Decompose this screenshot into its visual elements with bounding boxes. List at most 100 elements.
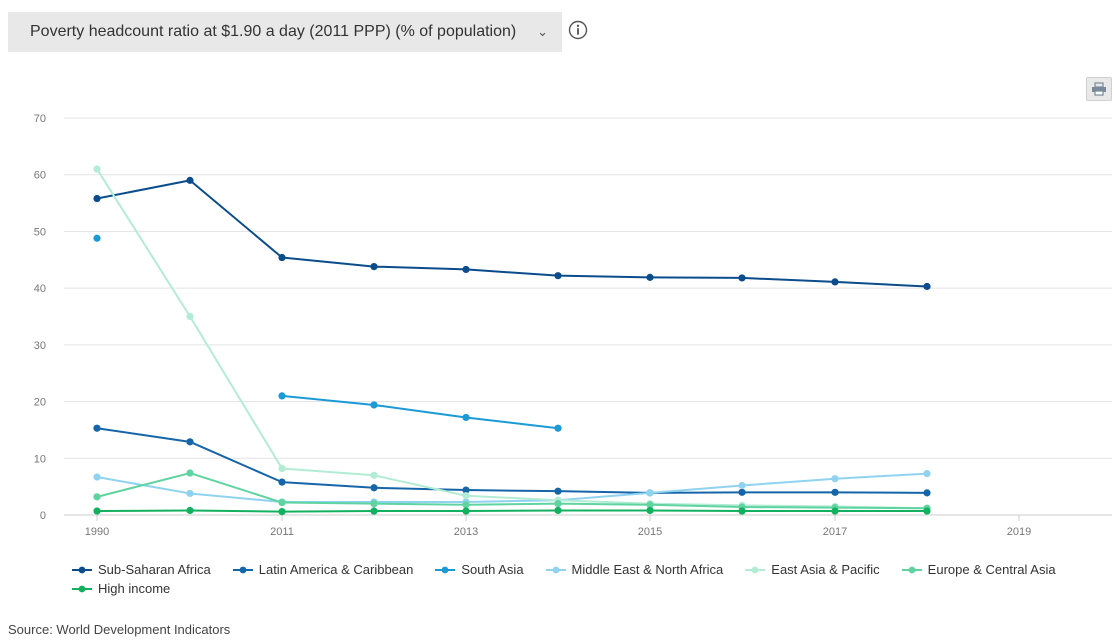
data-point[interactable] (93, 473, 101, 481)
data-point[interactable] (554, 272, 562, 280)
data-point[interactable] (738, 507, 746, 515)
data-point[interactable] (93, 194, 101, 203)
source-note: Source: World Development Indicators (8, 622, 231, 637)
legend-item[interactable]: Sub-Saharan Africa (72, 560, 211, 579)
data-point[interactable] (278, 507, 286, 516)
y-axis: 0 10 20 30 40 50 60 70 (34, 113, 46, 522)
x-tick-label: 2019 (1007, 526, 1031, 538)
indicator-select[interactable]: Poverty headcount ratio at $1.90 a day (… (8, 12, 562, 52)
info-icon[interactable] (568, 20, 588, 40)
legend-label: Middle East & North Africa (571, 562, 724, 577)
legend-label: Latin America & Caribbean (258, 562, 414, 577)
legend-item[interactable]: East Asia & Pacific (745, 560, 880, 579)
data-point[interactable] (370, 500, 378, 508)
legend-item[interactable]: Latin America & Caribbean (232, 560, 414, 579)
data-point[interactable] (831, 278, 839, 286)
data-point[interactable] (923, 469, 931, 478)
data-point[interactable] (462, 492, 470, 500)
data-point[interactable] (462, 413, 470, 422)
data-point[interactable] (186, 469, 194, 477)
data-point[interactable] (831, 488, 839, 496)
y-tick-label: 10 (34, 453, 46, 465)
y-tick-label: 40 (34, 283, 46, 295)
data-point[interactable] (923, 282, 931, 291)
data-point[interactable] (370, 401, 378, 409)
data-point[interactable] (646, 506, 654, 515)
data-point[interactable] (462, 507, 470, 515)
data-point[interactable] (646, 273, 654, 281)
data-point[interactable] (278, 253, 286, 262)
data-point[interactable] (462, 265, 470, 274)
legend-item[interactable]: High income (72, 579, 170, 598)
print-icon (1092, 82, 1106, 96)
data-point[interactable] (738, 488, 746, 496)
y-tick-label: 30 (34, 340, 46, 352)
data-point[interactable] (370, 471, 378, 479)
legend-label: Europe & Central Asia (927, 562, 1056, 577)
data-point[interactable] (278, 478, 286, 486)
y-tick-label: 60 (34, 170, 46, 182)
data-point[interactable] (646, 501, 654, 509)
data-point[interactable] (646, 489, 654, 497)
data-point[interactable] (370, 484, 378, 492)
legend-item[interactable]: Middle East & North Africa (545, 560, 724, 579)
data-point[interactable] (370, 507, 378, 515)
chart-series (93, 165, 931, 516)
series-line (96, 509, 927, 513)
series-line (96, 472, 928, 510)
legend-swatch (901, 566, 922, 573)
legend-label: Sub-Saharan Africa (98, 562, 211, 577)
data-point[interactable] (370, 262, 378, 271)
data-point[interactable] (93, 493, 101, 501)
data-point[interactable] (93, 424, 101, 432)
x-tick-label: 1990 (85, 526, 109, 538)
line-chart: 0 10 20 30 40 50 60 70 1990 2011 2013 2015 2017 2019 (34, 113, 1112, 538)
data-point[interactable] (923, 489, 931, 497)
y-tick-label: 20 (34, 397, 46, 409)
data-point[interactable] (278, 464, 286, 473)
legend-label: High income (98, 581, 171, 596)
x-tick-label: 2015 (638, 526, 662, 538)
y-tick-label: 0 (40, 510, 46, 522)
series-middle-east-north-africa (93, 469, 931, 506)
series-south-asia (93, 234, 562, 432)
data-point[interactable] (462, 486, 470, 494)
chart-legend: Sub-Saharan Africa Latin America & Caribb… (72, 560, 1112, 598)
chart-gridlines (64, 117, 1112, 516)
legend-item[interactable]: South Asia (435, 560, 524, 579)
data-point[interactable] (186, 506, 194, 515)
legend-swatch (435, 566, 456, 573)
data-point[interactable] (186, 176, 194, 184)
data-point[interactable] (738, 274, 746, 282)
data-point[interactable] (831, 475, 839, 483)
y-tick-label: 70 (34, 113, 46, 125)
legend-swatch (72, 566, 92, 573)
x-tick-label: 2017 (823, 526, 847, 538)
legend-item[interactable]: Europe & Central Asia (901, 560, 1056, 579)
data-point[interactable] (186, 438, 194, 446)
data-point[interactable] (831, 507, 839, 515)
data-point[interactable] (186, 489, 194, 498)
series-line (96, 179, 928, 288)
series-latin-america-caribbean (93, 424, 931, 497)
data-point[interactable] (554, 487, 562, 495)
legend-label: East Asia & Pacific (771, 562, 880, 577)
data-point[interactable] (554, 500, 562, 508)
legend-swatch (745, 566, 766, 573)
series-high-income (93, 506, 931, 516)
data-point[interactable] (93, 234, 101, 242)
data-point[interactable] (278, 498, 286, 507)
data-point[interactable] (93, 165, 101, 173)
chevron-down-icon: ⌄ (537, 24, 548, 39)
data-point[interactable] (93, 507, 101, 515)
series-line (96, 427, 928, 494)
data-point[interactable] (186, 312, 194, 321)
data-point[interactable] (278, 392, 286, 400)
data-point[interactable] (554, 506, 562, 515)
data-point[interactable] (738, 481, 746, 490)
data-point[interactable] (923, 507, 931, 515)
legend-swatch (232, 566, 253, 573)
data-point[interactable] (462, 501, 470, 509)
print-button[interactable] (1086, 77, 1112, 101)
data-point[interactable] (554, 424, 562, 432)
